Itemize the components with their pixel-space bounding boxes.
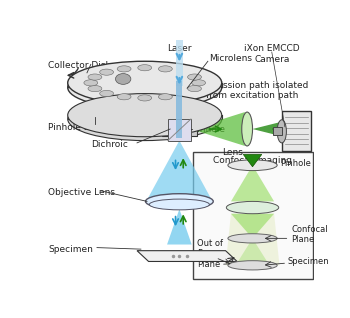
Ellipse shape [117,66,131,72]
Ellipse shape [100,90,113,97]
Polygon shape [231,165,274,201]
Text: Confocal Imaging: Confocal Imaging [213,156,292,165]
Ellipse shape [277,120,286,143]
Text: Confocal
Plane: Confocal Plane [291,225,328,244]
Ellipse shape [228,261,277,270]
Ellipse shape [68,93,222,137]
Polygon shape [68,115,222,119]
Polygon shape [191,112,245,146]
Text: Out of
Focus
Plane: Out of Focus Plane [197,239,223,269]
Ellipse shape [226,201,279,214]
Ellipse shape [68,66,222,109]
Ellipse shape [88,86,102,92]
Ellipse shape [188,74,202,80]
Bar [176,80,182,138]
Polygon shape [231,214,274,238]
Ellipse shape [68,97,222,141]
Ellipse shape [242,112,252,146]
Polygon shape [273,128,282,135]
Polygon shape [193,152,313,279]
Ellipse shape [68,61,222,104]
Text: Objective Lens: Objective Lens [48,188,116,197]
Ellipse shape [84,80,98,86]
Text: Pinhole: Pinhole [193,125,225,134]
Ellipse shape [159,94,172,100]
Text: Dichroic: Dichroic [91,140,128,149]
Ellipse shape [116,73,131,84]
Bar [176,40,183,86]
Polygon shape [168,119,191,141]
Text: Specimen: Specimen [48,245,93,253]
Text: Pinhole: Pinhole [280,159,311,168]
Ellipse shape [138,95,152,101]
Text: Pinhole Disk: Pinhole Disk [48,123,104,132]
Ellipse shape [117,94,131,100]
Polygon shape [162,119,197,136]
Polygon shape [137,251,237,261]
Ellipse shape [88,74,102,80]
Text: Collector Disk: Collector Disk [48,61,111,70]
Ellipse shape [149,199,209,210]
Ellipse shape [192,80,205,86]
Ellipse shape [138,65,152,71]
Polygon shape [226,214,280,265]
Polygon shape [282,111,311,151]
Text: Specimen: Specimen [288,257,330,266]
Text: Lens: Lens [222,148,243,156]
Text: Laser: Laser [167,44,192,53]
Ellipse shape [159,66,172,72]
Polygon shape [147,141,212,200]
Polygon shape [167,209,192,245]
Ellipse shape [146,194,213,209]
Ellipse shape [188,86,202,92]
Text: iXon EMCCD
Camera: iXon EMCCD Camera [244,44,300,64]
Ellipse shape [228,234,277,243]
Ellipse shape [228,160,277,170]
Polygon shape [68,83,222,87]
Ellipse shape [100,69,113,75]
Polygon shape [253,121,284,137]
Text: Microlens: Microlens [209,54,252,63]
Text: Emission path isolated
from excitation path: Emission path isolated from excitation p… [206,80,309,100]
Polygon shape [243,155,262,167]
Polygon shape [236,238,270,265]
